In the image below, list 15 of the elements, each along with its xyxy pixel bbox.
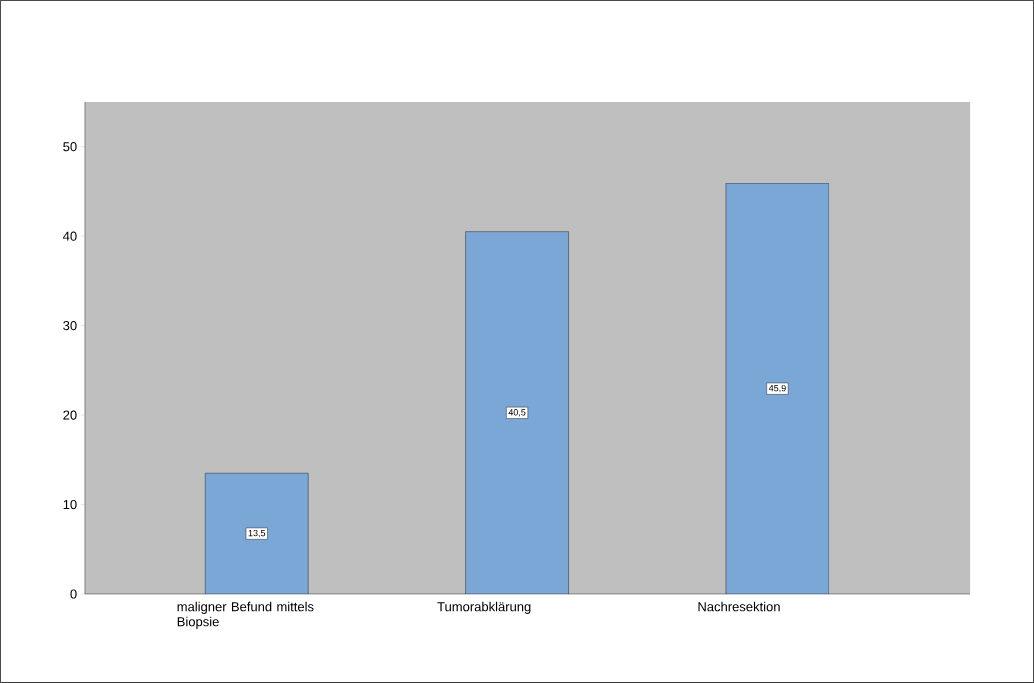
y-tick-label: 10 [63,499,77,510]
y-tick-label: 20 [63,410,77,420]
data-label: 40,5 [508,409,526,417]
x-tick-label: maligner Befund mittels Biopsie [177,601,314,629]
bar [725,183,830,595]
y-tick-label: 30 [63,321,77,331]
data-label: 45,9 [768,384,786,393]
bar [205,473,309,595]
bar [465,231,569,595]
x-tick-label: Nachresektion [698,601,780,612]
x-tick-label: Tumorabklärung [437,601,531,614]
y-tick-label: 0 [70,589,77,599]
y-tick-label: 40 [62,231,77,241]
y-tick-label: 50 [63,142,77,152]
data-label: 13,5 [248,529,266,538]
